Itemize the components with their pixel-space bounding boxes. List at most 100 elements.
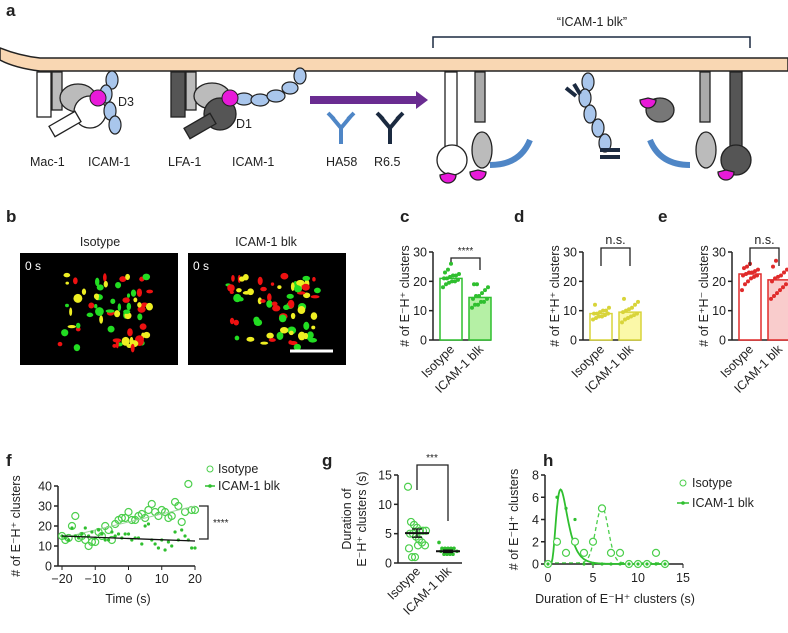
g-point-isotype <box>407 553 417 562</box>
cluster-spot <box>125 273 130 281</box>
cluster-spot <box>65 303 69 308</box>
g-y-label-line2: E⁻H⁺ clusters (s) <box>355 471 369 566</box>
cluster-spot <box>126 293 131 298</box>
cluster-spot <box>75 322 81 329</box>
cluster-spot <box>289 341 298 346</box>
cluster-spot <box>73 293 83 303</box>
g-point-isotype <box>410 553 420 562</box>
c-data-point <box>470 305 474 310</box>
chart-panel-h: 0 2 4 6 8 # of E⁻H⁺ clusters 0 5 10 15 Duration of… <box>507 469 755 607</box>
e-data-point <box>752 274 756 279</box>
cluster-spot <box>293 343 301 351</box>
icam-blk-bracket <box>432 36 751 48</box>
cluster-spot <box>130 343 135 353</box>
cluster-spot <box>73 344 81 352</box>
e-data-point <box>741 273 745 278</box>
e-data-point <box>769 296 773 301</box>
h-y-axis-label: # of E⁻H⁺ clusters <box>507 469 521 570</box>
c-data-point <box>446 267 450 272</box>
cluster-spot <box>75 327 81 332</box>
f-y-tick-label: 10 <box>38 540 52 554</box>
e-data-point <box>756 267 760 272</box>
d-significance-bracket <box>600 247 631 266</box>
g-y-label-line1: Duration of <box>340 488 354 550</box>
h-point-icam-blk <box>591 562 595 566</box>
d-data-point <box>592 311 596 316</box>
e-data-point <box>744 272 748 276</box>
h-x-tick-label: 5 <box>590 571 597 585</box>
cluster-spot <box>124 312 132 320</box>
c-data-point <box>448 274 452 279</box>
f-point-icam-blk <box>170 544 174 548</box>
f-point-isotype <box>167 511 176 521</box>
f-y-tick-label: 30 <box>38 500 52 514</box>
h-x-axis-label: Duration of E⁻H⁺ clusters (s) <box>535 592 695 606</box>
rotation-arrow-left-icon <box>489 138 533 168</box>
d-data-point <box>594 316 598 320</box>
e-data-point <box>772 294 776 298</box>
g-point-icam-blk <box>445 552 449 556</box>
e-data-point <box>750 270 754 275</box>
d-data-point <box>603 313 607 318</box>
e-data-point <box>781 285 785 290</box>
blocked-mac1-integrin <box>436 71 493 184</box>
cluster-spot <box>233 293 242 303</box>
d-data-point <box>633 302 637 307</box>
d-data-point <box>629 314 633 319</box>
h-y-tick-label: 4 <box>532 513 539 527</box>
cluster-spot <box>308 337 318 343</box>
h-y-tick-label: 8 <box>532 469 539 483</box>
image-title-icam-blk: ICAM-1 blk <box>235 235 298 249</box>
cluster-spot <box>297 331 306 341</box>
cluster-spot <box>266 332 274 339</box>
cluster-spot <box>236 288 242 293</box>
f-x-tick-label: −20 <box>51 572 72 586</box>
e-data-point <box>743 282 747 287</box>
cluster-spot <box>234 335 240 341</box>
d-data-point <box>636 299 640 304</box>
d-data-point <box>630 305 634 310</box>
d-data-point <box>632 313 636 318</box>
cluster-spot <box>121 336 130 346</box>
cluster-spot <box>127 328 133 337</box>
c-data-point <box>457 272 461 276</box>
c-data-point <box>483 288 487 293</box>
f-point-isotype <box>180 507 190 517</box>
h-x-tick-label: 0 <box>545 571 552 585</box>
h-legend-label: Isotype <box>692 476 732 490</box>
panel-label-h: h <box>543 451 553 470</box>
cluster-spot <box>287 328 295 332</box>
f-point-icam-blk <box>123 532 127 536</box>
ligand-site-d3 <box>89 89 107 107</box>
icam1-bent <box>99 70 122 135</box>
cluster-spot <box>288 330 294 336</box>
e-y-tick-label: 0 <box>719 334 726 348</box>
d-data-point <box>604 308 608 313</box>
g-y-tick-label: 15 <box>378 469 392 483</box>
h-legend-dot <box>681 501 685 505</box>
h-point-icam-blk <box>573 517 577 522</box>
h-y-tick-label: 2 <box>532 535 539 549</box>
e-bar <box>767 279 788 341</box>
h-point-icam-blk <box>555 495 559 499</box>
cluster-spot <box>233 319 239 326</box>
d-data-point <box>591 317 595 322</box>
cluster-spot <box>95 277 100 287</box>
cluster-spot <box>57 341 63 347</box>
f-point-icam-blk <box>100 532 104 536</box>
h-point-icam-blk <box>654 562 658 566</box>
cluster-spot <box>107 325 115 333</box>
timestamp-isotype: 0 s <box>25 259 41 273</box>
h-point-isotype <box>615 548 625 557</box>
cluster-spot <box>67 324 76 329</box>
f-y-tick-label: 20 <box>38 520 52 534</box>
panel-label-e: e <box>658 207 667 226</box>
c-data-point <box>443 270 447 275</box>
g-y-tick-label: 5 <box>385 527 392 541</box>
f-point-icam-blk <box>143 524 147 528</box>
c-data-point <box>480 291 484 296</box>
e-data-point <box>747 270 751 275</box>
f-significance-label: **** <box>213 518 229 529</box>
c-data-point <box>451 273 455 278</box>
